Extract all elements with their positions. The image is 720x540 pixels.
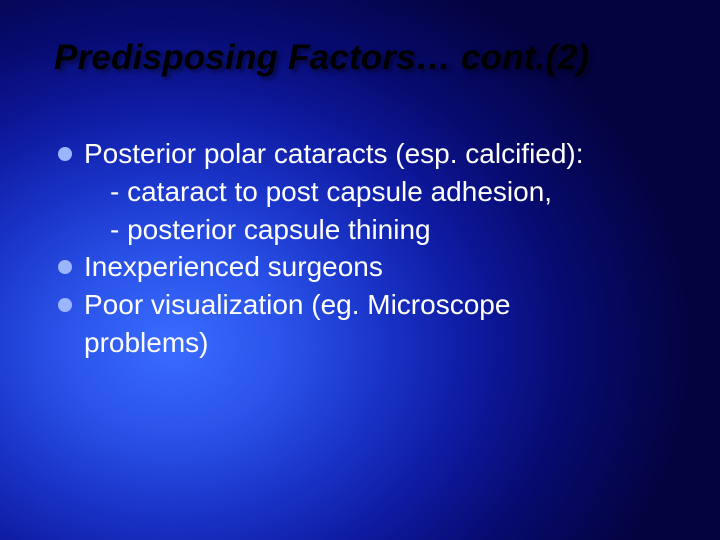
bullet-sub-line: - posterior capsule thining — [58, 212, 672, 248]
bullet-continuation: problems) — [58, 325, 672, 361]
bullet-text: Poor visualization (eg. Microscope — [84, 287, 510, 323]
bullet-dot-icon — [58, 260, 72, 274]
slide-body: Posterior polar cataracts (esp. calcifie… — [54, 136, 672, 361]
bullet-dot-icon — [58, 147, 72, 161]
bullet-item: Inexperienced surgeons — [58, 249, 672, 285]
slide-title: Predisposing Factors… cont.(2) — [54, 38, 672, 78]
bullet-sub-line: - cataract to post capsule adhesion, — [58, 174, 672, 210]
bullet-text: Posterior polar cataracts (esp. calcifie… — [84, 136, 584, 172]
slide: Predisposing Factors… cont.(2) Posterior… — [0, 0, 720, 540]
bullet-dot-icon — [58, 298, 72, 312]
bullet-item: Poor visualization (eg. Microscope — [58, 287, 672, 323]
bullet-text: Inexperienced surgeons — [84, 249, 383, 285]
bullet-item: Posterior polar cataracts (esp. calcifie… — [58, 136, 672, 172]
